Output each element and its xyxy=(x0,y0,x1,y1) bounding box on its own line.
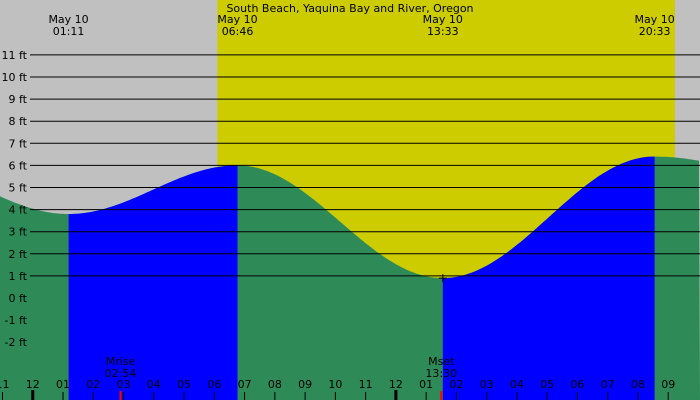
x-tick-label: 10 xyxy=(328,378,342,391)
x-tick-label: 09 xyxy=(661,378,675,391)
x-tick-label: 05 xyxy=(540,378,554,391)
x-tick-label: 08 xyxy=(268,378,282,391)
x-tick-label: 01 xyxy=(419,378,433,391)
x-tick-label: 12 xyxy=(26,378,40,391)
y-tick-label: 0 ft xyxy=(9,292,28,305)
moon-event-time: 13:30 xyxy=(425,367,457,380)
x-tick-label: 06 xyxy=(207,378,221,391)
x-tick-label: 03 xyxy=(117,378,131,391)
tide-extreme-date: May 10 xyxy=(48,13,88,26)
grid-layer xyxy=(2,54,700,400)
tide-extreme-date: May 10 xyxy=(634,13,674,26)
tide-extreme-time: 20:33 xyxy=(639,25,671,38)
tide-extreme-time: 13:33 xyxy=(427,25,459,38)
x-tick-label: 02 xyxy=(449,378,463,391)
water-layer xyxy=(0,156,700,400)
x-tick-label: 07 xyxy=(238,378,252,391)
y-tick-label: 9 ft xyxy=(9,93,28,106)
y-tick-label: 3 ft xyxy=(9,226,28,239)
y-tick-label: 2 ft xyxy=(9,248,28,261)
label-layer: -2 ft -1 ft 0 ft 1 ft 2 ft 3 ft 4 ft 5 ft 6 ft 7 … xyxy=(0,13,675,391)
x-tick-label: 09 xyxy=(298,378,312,391)
y-tick-label: -2 ft xyxy=(5,336,28,349)
rising-tide-area-2 xyxy=(442,156,655,400)
x-tick-label: 08 xyxy=(631,378,645,391)
moon-event-time: 02:54 xyxy=(105,367,137,380)
x-tick-label: 12 xyxy=(389,378,403,391)
y-tick-label: 11 ft xyxy=(2,49,28,62)
x-tick-label: 03 xyxy=(480,378,494,391)
y-tick-label: 5 ft xyxy=(9,182,28,195)
moon-event-label: Mset xyxy=(428,355,455,368)
y-tick-label: 4 ft xyxy=(9,204,28,217)
x-tick-label: 11 xyxy=(359,378,373,391)
y-tick-label: 1 ft xyxy=(9,270,28,283)
x-tick-label: 07 xyxy=(601,378,615,391)
y-tick-label: 7 ft xyxy=(9,137,28,150)
x-tick-label: 06 xyxy=(570,378,584,391)
y-tick-label: 8 ft xyxy=(9,115,28,128)
x-tick-label: 11 xyxy=(0,378,10,391)
tide-extreme-date: May 10 xyxy=(423,13,463,26)
x-tick-label: 04 xyxy=(510,378,524,391)
moon-event-label: Mrise xyxy=(106,355,136,368)
x-tick-label: 02 xyxy=(86,378,100,391)
x-tick-label: 01 xyxy=(56,378,70,391)
tide-extreme-time: 01:11 xyxy=(53,25,85,38)
x-tick-label: 04 xyxy=(147,378,161,391)
x-tick-label: 05 xyxy=(177,378,191,391)
y-tick-label: 10 ft xyxy=(2,71,28,84)
y-tick-label: -1 ft xyxy=(5,314,28,327)
tide-extreme-time: 06:46 xyxy=(222,25,254,38)
rising-tide-area-1 xyxy=(68,165,238,400)
y-tick-label: 6 ft xyxy=(9,159,28,172)
tide-extreme-date: May 10 xyxy=(217,13,257,26)
chart-title: South Beach, Yaquina Bay and River, Oreg… xyxy=(226,2,473,15)
